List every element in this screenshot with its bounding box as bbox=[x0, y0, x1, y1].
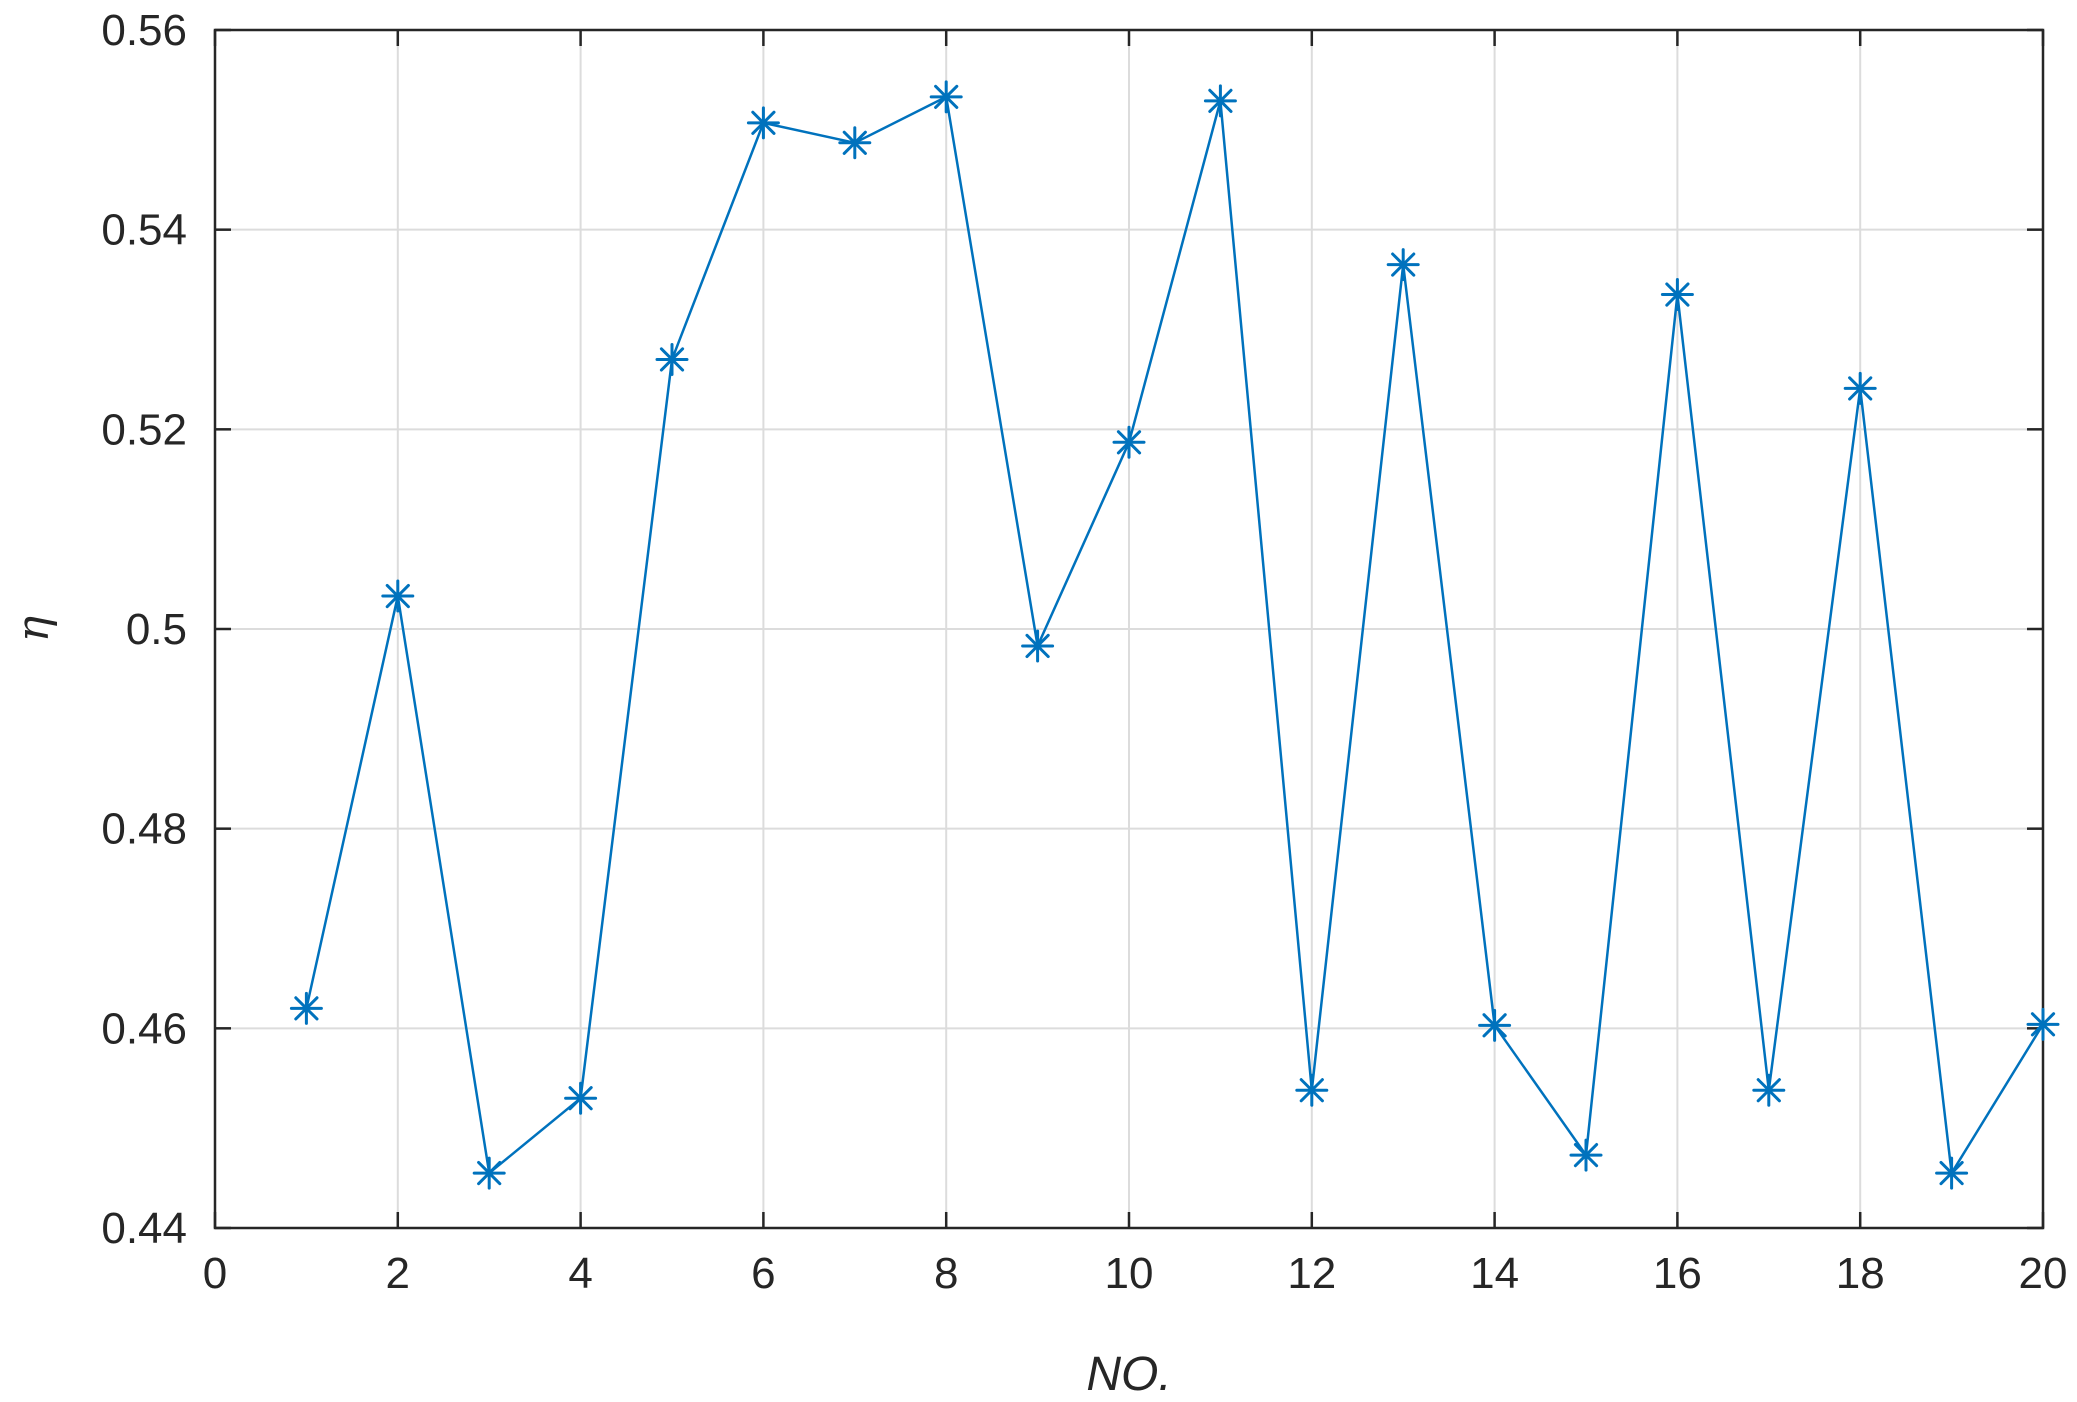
y-tick-label: 0.5 bbox=[126, 605, 187, 654]
data-point-marker bbox=[1112, 425, 1146, 459]
marker-stroke bbox=[751, 110, 776, 135]
data-point-marker bbox=[746, 106, 780, 140]
y-tick-label: 0.48 bbox=[101, 805, 187, 854]
x-tick-label: 20 bbox=[2019, 1249, 2068, 1298]
marker-stroke bbox=[294, 996, 319, 1021]
x-tick-label: 0 bbox=[203, 1249, 227, 1298]
marker-stroke bbox=[1848, 376, 1873, 401]
data-point-marker bbox=[381, 579, 415, 613]
marker-stroke bbox=[385, 583, 410, 609]
y-tick-label: 0.54 bbox=[101, 206, 187, 255]
data-point-marker bbox=[1660, 278, 1694, 312]
series-polyline bbox=[305, 95, 2045, 1175]
marker-stroke bbox=[842, 130, 867, 155]
marker-stroke bbox=[1482, 1013, 1507, 1038]
y-tick-label: 0.56 bbox=[101, 6, 187, 55]
series-line bbox=[289, 80, 2060, 1190]
data-point-marker bbox=[1295, 1073, 1329, 1107]
marker-stroke bbox=[568, 1086, 593, 1111]
x-tick-label: 8 bbox=[934, 1249, 958, 1298]
marker-stroke bbox=[1208, 88, 1233, 113]
marker-stroke bbox=[934, 84, 959, 109]
data-point-marker bbox=[2026, 1007, 2060, 1041]
x-tick-label: 12 bbox=[1287, 1249, 1336, 1298]
data-point-marker bbox=[1935, 1156, 1969, 1190]
x-tick-label: 10 bbox=[1105, 1249, 1154, 1298]
marker-stroke bbox=[1025, 633, 1050, 659]
y-tick-label: 0.44 bbox=[101, 1204, 187, 1253]
data-point-marker bbox=[655, 342, 689, 376]
data-point-marker bbox=[1752, 1073, 1786, 1107]
marker-stroke bbox=[1116, 430, 1142, 455]
x-axis-label: NO. bbox=[1086, 1348, 1171, 1401]
y-tick-labels: 0.44 0.46 0.48 0.5 0.52 0.54 0.56 bbox=[101, 6, 187, 1253]
x-tick-labels: 0 2 4 6 8 10 12 14 16 18 20 bbox=[203, 1249, 2068, 1298]
y-axis-label: η bbox=[8, 616, 59, 642]
data-point-marker bbox=[564, 1081, 598, 1115]
data-point-marker bbox=[1021, 629, 1055, 663]
x-tick-label: 4 bbox=[568, 1249, 592, 1298]
marker-stroke bbox=[2030, 1012, 2056, 1037]
x-tick-label: 16 bbox=[1653, 1249, 1702, 1298]
y-tick-label: 0.46 bbox=[101, 1004, 187, 1053]
marker-stroke bbox=[659, 347, 685, 372]
data-point-marker bbox=[289, 991, 323, 1025]
data-point-marker bbox=[1203, 84, 1237, 118]
axes bbox=[213, 28, 2045, 1230]
data-point-marker bbox=[1843, 371, 1877, 405]
data-point-marker bbox=[838, 126, 872, 160]
x-tick-label: 2 bbox=[386, 1249, 410, 1298]
marker-stroke bbox=[477, 1160, 502, 1186]
data-point-marker bbox=[1478, 1008, 1512, 1042]
marker-stroke bbox=[1665, 282, 1690, 307]
data-point-marker bbox=[1569, 1138, 1603, 1172]
marker-stroke bbox=[1299, 1078, 1324, 1103]
x-tick-label: 18 bbox=[1836, 1249, 1885, 1298]
x-tick-label: 14 bbox=[1470, 1249, 1519, 1298]
marker-stroke bbox=[1573, 1143, 1599, 1168]
data-point-marker bbox=[929, 80, 963, 114]
data-point-marker bbox=[1386, 248, 1420, 282]
marker-stroke bbox=[1939, 1160, 1964, 1186]
marker-stroke bbox=[1391, 252, 1416, 277]
data-point-marker bbox=[472, 1156, 506, 1190]
marker-stroke bbox=[1756, 1078, 1781, 1103]
x-tick-label: 6 bbox=[751, 1249, 775, 1298]
y-tick-label: 0.52 bbox=[101, 405, 187, 454]
